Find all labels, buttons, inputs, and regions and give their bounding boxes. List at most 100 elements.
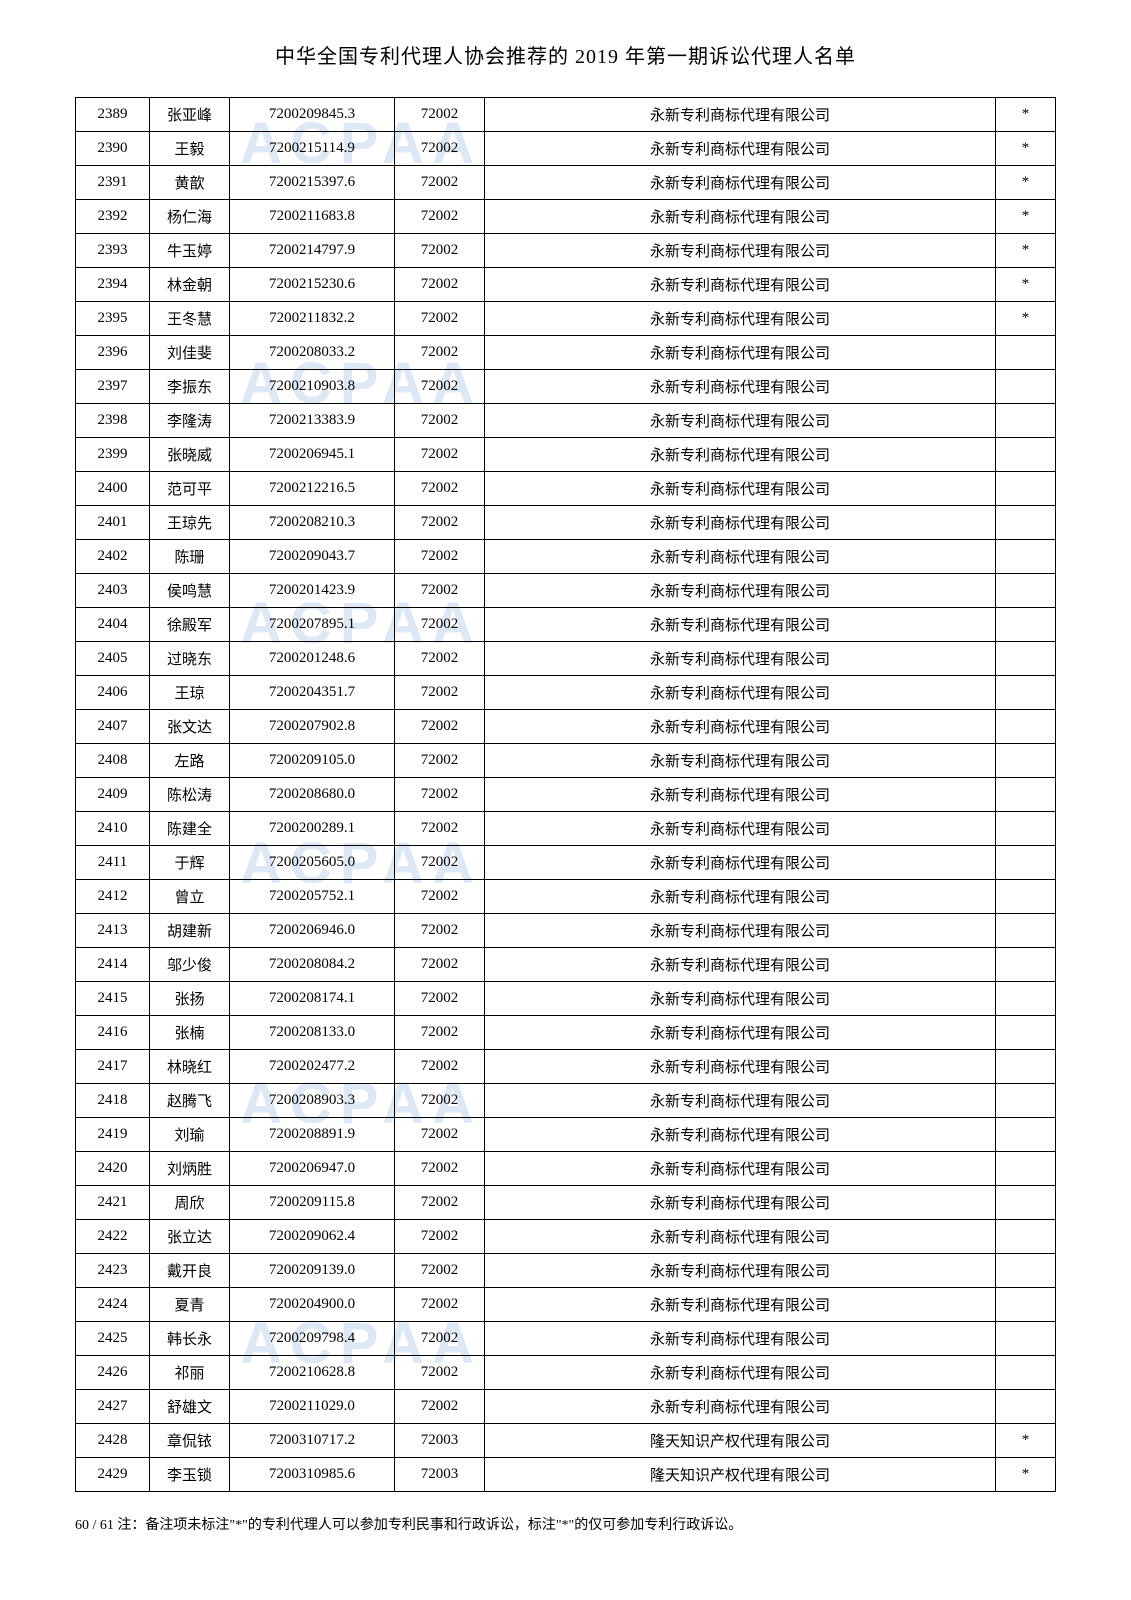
cell-company: 隆天知识产权代理有限公司 — [485, 1424, 996, 1458]
cell-number: 7200209798.4 — [230, 1322, 395, 1356]
cell-id: 2416 — [76, 1016, 150, 1050]
cell-name: 戴开良 — [150, 1254, 230, 1288]
cell-mark — [996, 642, 1056, 676]
cell-company: 永新专利商标代理有限公司 — [485, 1390, 996, 1424]
cell-name: 李振东 — [150, 370, 230, 404]
cell-code: 72003 — [395, 1424, 485, 1458]
cell-id: 2410 — [76, 812, 150, 846]
cell-company: 永新专利商标代理有限公司 — [485, 166, 996, 200]
cell-id: 2408 — [76, 744, 150, 778]
cell-mark: * — [996, 166, 1056, 200]
cell-id: 2390 — [76, 132, 150, 166]
cell-number: 7200208084.2 — [230, 948, 395, 982]
cell-mark — [996, 812, 1056, 846]
cell-name: 张楠 — [150, 1016, 230, 1050]
cell-mark — [996, 370, 1056, 404]
cell-name: 王琼 — [150, 676, 230, 710]
cell-code: 72002 — [395, 880, 485, 914]
cell-number: 7200215397.6 — [230, 166, 395, 200]
cell-mark — [996, 710, 1056, 744]
table-row: 2412曾立7200205752.172002永新专利商标代理有限公司 — [76, 880, 1056, 914]
cell-code: 72002 — [395, 1050, 485, 1084]
cell-number: 7200208903.3 — [230, 1084, 395, 1118]
cell-name: 黄歆 — [150, 166, 230, 200]
table-row: 2390王毅7200215114.972002永新专利商标代理有限公司* — [76, 132, 1056, 166]
cell-mark: * — [996, 98, 1056, 132]
cell-number: 7200209115.8 — [230, 1186, 395, 1220]
cell-code: 72002 — [395, 914, 485, 948]
cell-id: 2398 — [76, 404, 150, 438]
cell-number: 7200211683.8 — [230, 200, 395, 234]
cell-number: 7200208891.9 — [230, 1118, 395, 1152]
cell-code: 72002 — [395, 1084, 485, 1118]
cell-name: 曾立 — [150, 880, 230, 914]
cell-code: 72002 — [395, 1186, 485, 1220]
cell-number: 7200205605.0 — [230, 846, 395, 880]
cell-name: 张文达 — [150, 710, 230, 744]
cell-number: 7200206947.0 — [230, 1152, 395, 1186]
table-row: 2389张亚峰7200209845.372002永新专利商标代理有限公司* — [76, 98, 1056, 132]
cell-mark — [996, 1254, 1056, 1288]
cell-code: 72002 — [395, 608, 485, 642]
cell-number: 7200215114.9 — [230, 132, 395, 166]
cell-code: 72002 — [395, 1152, 485, 1186]
cell-mark: * — [996, 268, 1056, 302]
cell-number: 7200207902.8 — [230, 710, 395, 744]
cell-id: 2413 — [76, 914, 150, 948]
cell-code: 72002 — [395, 540, 485, 574]
cell-mark — [996, 1084, 1056, 1118]
table-row: 2404徐殿军7200207895.172002永新专利商标代理有限公司 — [76, 608, 1056, 642]
cell-number: 7200213383.9 — [230, 404, 395, 438]
cell-number: 7200208210.3 — [230, 506, 395, 540]
cell-mark: * — [996, 302, 1056, 336]
cell-company: 永新专利商标代理有限公司 — [485, 948, 996, 982]
cell-id: 2429 — [76, 1458, 150, 1492]
footer-note: 60 / 61 注：备注项未标注"*"的专利代理人可以参加专利民事和行政诉讼，标… — [75, 1514, 1056, 1534]
table-row: 2422张立达7200209062.472002永新专利商标代理有限公司 — [76, 1220, 1056, 1254]
cell-name: 张立达 — [150, 1220, 230, 1254]
table-row: 2411于辉7200205605.072002永新专利商标代理有限公司 — [76, 846, 1056, 880]
cell-company: 永新专利商标代理有限公司 — [485, 234, 996, 268]
cell-number: 7200208680.0 — [230, 778, 395, 812]
cell-name: 侯鸣慧 — [150, 574, 230, 608]
table-row: 2399张晓威7200206945.172002永新专利商标代理有限公司 — [76, 438, 1056, 472]
cell-number: 7200202477.2 — [230, 1050, 395, 1084]
cell-number: 7200209105.0 — [230, 744, 395, 778]
cell-code: 72002 — [395, 1118, 485, 1152]
cell-name: 王冬慧 — [150, 302, 230, 336]
cell-company: 永新专利商标代理有限公司 — [485, 642, 996, 676]
table-row: 2417林晓红7200202477.272002永新专利商标代理有限公司 — [76, 1050, 1056, 1084]
cell-mark — [996, 948, 1056, 982]
cell-company: 永新专利商标代理有限公司 — [485, 540, 996, 574]
cell-company: 永新专利商标代理有限公司 — [485, 574, 996, 608]
table-row: 2421周欣7200209115.872002永新专利商标代理有限公司 — [76, 1186, 1056, 1220]
cell-mark — [996, 540, 1056, 574]
cell-mark — [996, 1390, 1056, 1424]
cell-name: 刘炳胜 — [150, 1152, 230, 1186]
table-row: 2394林金朝7200215230.672002永新专利商标代理有限公司* — [76, 268, 1056, 302]
cell-mark — [996, 438, 1056, 472]
cell-name: 舒雄文 — [150, 1390, 230, 1424]
cell-code: 72002 — [395, 982, 485, 1016]
cell-code: 72002 — [395, 404, 485, 438]
cell-name: 王毅 — [150, 132, 230, 166]
cell-id: 2428 — [76, 1424, 150, 1458]
cell-code: 72002 — [395, 336, 485, 370]
table-row: 2428章侃铱7200310717.272003隆天知识产权代理有限公司* — [76, 1424, 1056, 1458]
table-row: 2401王琼先7200208210.372002永新专利商标代理有限公司 — [76, 506, 1056, 540]
cell-id: 2406 — [76, 676, 150, 710]
cell-id: 2414 — [76, 948, 150, 982]
table-row: 2397李振东7200210903.872002永新专利商标代理有限公司 — [76, 370, 1056, 404]
cell-id: 2424 — [76, 1288, 150, 1322]
cell-id: 2427 — [76, 1390, 150, 1424]
cell-code: 72002 — [395, 506, 485, 540]
cell-name: 王琼先 — [150, 506, 230, 540]
cell-company: 永新专利商标代理有限公司 — [485, 1220, 996, 1254]
cell-number: 7200204900.0 — [230, 1288, 395, 1322]
cell-number: 7200201248.6 — [230, 642, 395, 676]
table-row: 2414邬少俊7200208084.272002永新专利商标代理有限公司 — [76, 948, 1056, 982]
table-row: 2419刘瑜7200208891.972002永新专利商标代理有限公司 — [76, 1118, 1056, 1152]
table-row: 2406王琼7200204351.772002永新专利商标代理有限公司 — [76, 676, 1056, 710]
table-row: 2424夏青7200204900.072002永新专利商标代理有限公司 — [76, 1288, 1056, 1322]
table-row: 2415张扬7200208174.172002永新专利商标代理有限公司 — [76, 982, 1056, 1016]
